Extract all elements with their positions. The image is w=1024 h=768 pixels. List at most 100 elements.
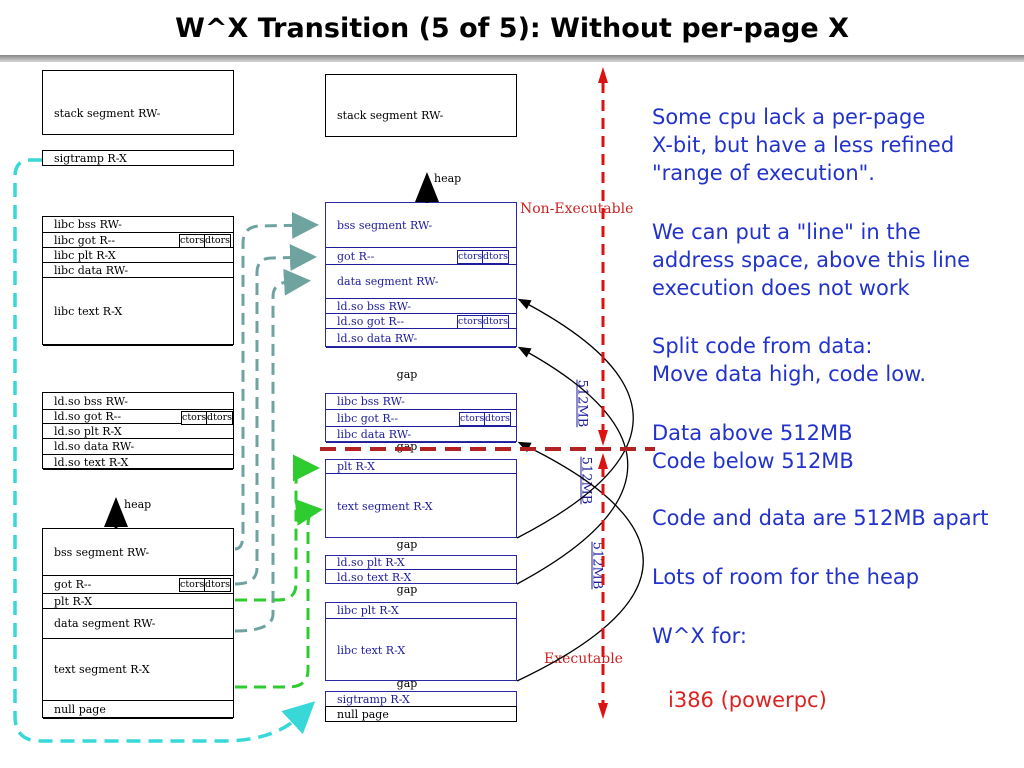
segment-label: libc data RW- [54,263,129,277]
segment-label: null page [54,703,106,716]
ctors-box: ctors [181,411,207,425]
segment-label: plt R-X [337,460,375,473]
dtors-box: dtors [205,234,231,248]
note-line: Code below 512MB [652,449,854,473]
mid-data-block: bss segment RW- got R-- data segment RW-… [325,202,517,348]
gap-label: gap [396,538,418,551]
ctors-dtors-boxes: ctors dtors [179,578,231,592]
segment-label: libc plt R-X [337,604,399,617]
dtors-box: dtors [483,315,509,329]
ctors-box: ctors [457,315,483,329]
segment-label: ld.so bss RW- [54,394,128,408]
segment-label: libc data RW- [337,428,412,441]
segment-label: got R-- [337,249,375,263]
ctors-dtors-boxes: ctors dtors [457,315,509,329]
segment-label: ld.so data RW- [54,440,135,453]
segment-label: sigtramp R-X [337,692,410,706]
dtors-box: dtors [205,578,231,592]
segment-label: ld.so plt R-X [337,556,405,569]
red-arrowhead-down [598,703,608,719]
ctors-dtors-boxes: ctors dtors [181,411,233,425]
left-libc-block: libc bss RW- libc got R-- libc plt R-X l… [42,216,234,346]
teal-arrow-data [234,268,311,633]
teal-arrow-bss [234,211,319,551]
note-line: Code and data are 512MB apart [652,506,989,530]
note-line: W^X for: [652,624,748,648]
red-arrowhead-up [598,453,608,469]
mid-nullpage-box: null page [325,706,517,722]
green-arrow-plt [235,454,320,602]
executable-label: Executable [544,651,623,667]
ctors-dtors-boxes: ctors dtors [457,250,509,264]
segment-label: ld.so text R-X [337,571,412,584]
note-paragraph: Split code from data: Move data high, co… [652,332,926,388]
segment-label: stack segment RW- [54,107,161,120]
note-paragraph: Some cpu lack a per-page X-bit, but have… [652,103,954,187]
title-divider [0,55,1024,62]
512mb-span-label: 512MB [589,541,605,590]
segment-label: ld.so text R-X [54,455,129,469]
slide-title: W^X Transition (5 of 5): Without per-pag… [175,13,849,44]
ctors-box: ctors [179,578,205,592]
mid-stack-segment-box: stack segment RW- [325,74,517,137]
left-sigtramp-box: sigtramp R-X [42,150,234,166]
note-line: Move data high, code low. [652,362,927,386]
note-paragraph: We can put a "line" in the address space… [652,218,970,302]
left-ldso-block: ld.so bss RW- ld.so got R-- ld.so plt R-… [42,392,234,470]
segment-label: sigtramp R-X [54,151,127,165]
gap-label: gap [396,440,418,453]
heap-label: heap [434,172,462,185]
red-arrowhead-up [598,67,608,83]
gap-label: gap [396,677,418,690]
segment-label: ld.so got R-- [54,410,122,423]
left-stack-segment-box: stack segment RW- [42,70,234,135]
dtors-box: dtors [485,412,511,426]
segment-label: got R-- [54,578,92,591]
segment-label: libc got R-- [337,411,399,425]
gap-label: gap [396,583,418,596]
segment-label: ld.so plt R-X [54,424,122,438]
512mb-span-label: 512MB [578,456,594,505]
note-line: X-bit, but have a less refined [652,133,955,157]
note-line: Data above 512MB [652,421,853,445]
segment-label: null page [337,707,389,721]
segment-label: bss segment RW- [54,545,150,559]
mid-libc-code-block: libc plt R-X libc text R-X [325,602,517,681]
ctors-dtors-boxes: ctors dtors [179,234,231,248]
segment-label: libc plt R-X [54,248,116,262]
note-line: address space, above this line [652,248,971,272]
note-line: Lots of room for the heap [652,565,920,589]
segment-label: libc bss RW- [54,218,122,231]
ctors-dtors-boxes: ctors dtors [459,412,511,426]
segment-label: text segment R-X [54,663,150,676]
ctors-box: ctors [459,412,485,426]
512mb-span-label: 512MB [574,379,590,428]
segment-label: bss segment RW- [337,218,433,232]
mid-code-block: plt R-X text segment R-X [325,459,517,538]
segment-label: libc bss RW- [337,395,405,408]
segment-label: libc text R-X [337,644,406,657]
segment-label: ld.so data RW- [337,331,418,345]
segment-label: data segment RW- [54,617,156,630]
segment-label: plt R-X [54,594,92,608]
gap-label: gap [396,368,418,381]
left-main-block: bss segment RW- got R-- plt R-X data seg… [42,528,234,719]
segment-label: ld.so got R-- [337,314,405,328]
green-arrow-text [235,498,323,689]
non-executable-label: Non-Executable [520,201,634,217]
note-paragraph: Code and data are 512MB apart [652,504,988,532]
note-line: "range of execution". [652,161,875,185]
segment-label: ld.so bss RW- [337,299,411,313]
note-line: Split code from data: [652,334,873,358]
ctors-box: ctors [179,234,205,248]
note-line: We can put a "line" in the [652,220,921,244]
segment-label: libc text R-X [54,305,123,318]
dtors-box: dtors [483,250,509,264]
note-paragraph: Lots of room for the heap [652,563,919,591]
mid-libc-data-block: libc bss RW- libc got R-- libc data RW- … [325,393,517,443]
note-arch-red: i386 (powerpc) [668,686,827,714]
mid-ldso-code-block: ld.so plt R-X ld.so text R-X [325,555,517,584]
note-line: execution does not work [652,276,910,300]
note-paragraph: Data above 512MB Code below 512MB [652,419,854,475]
